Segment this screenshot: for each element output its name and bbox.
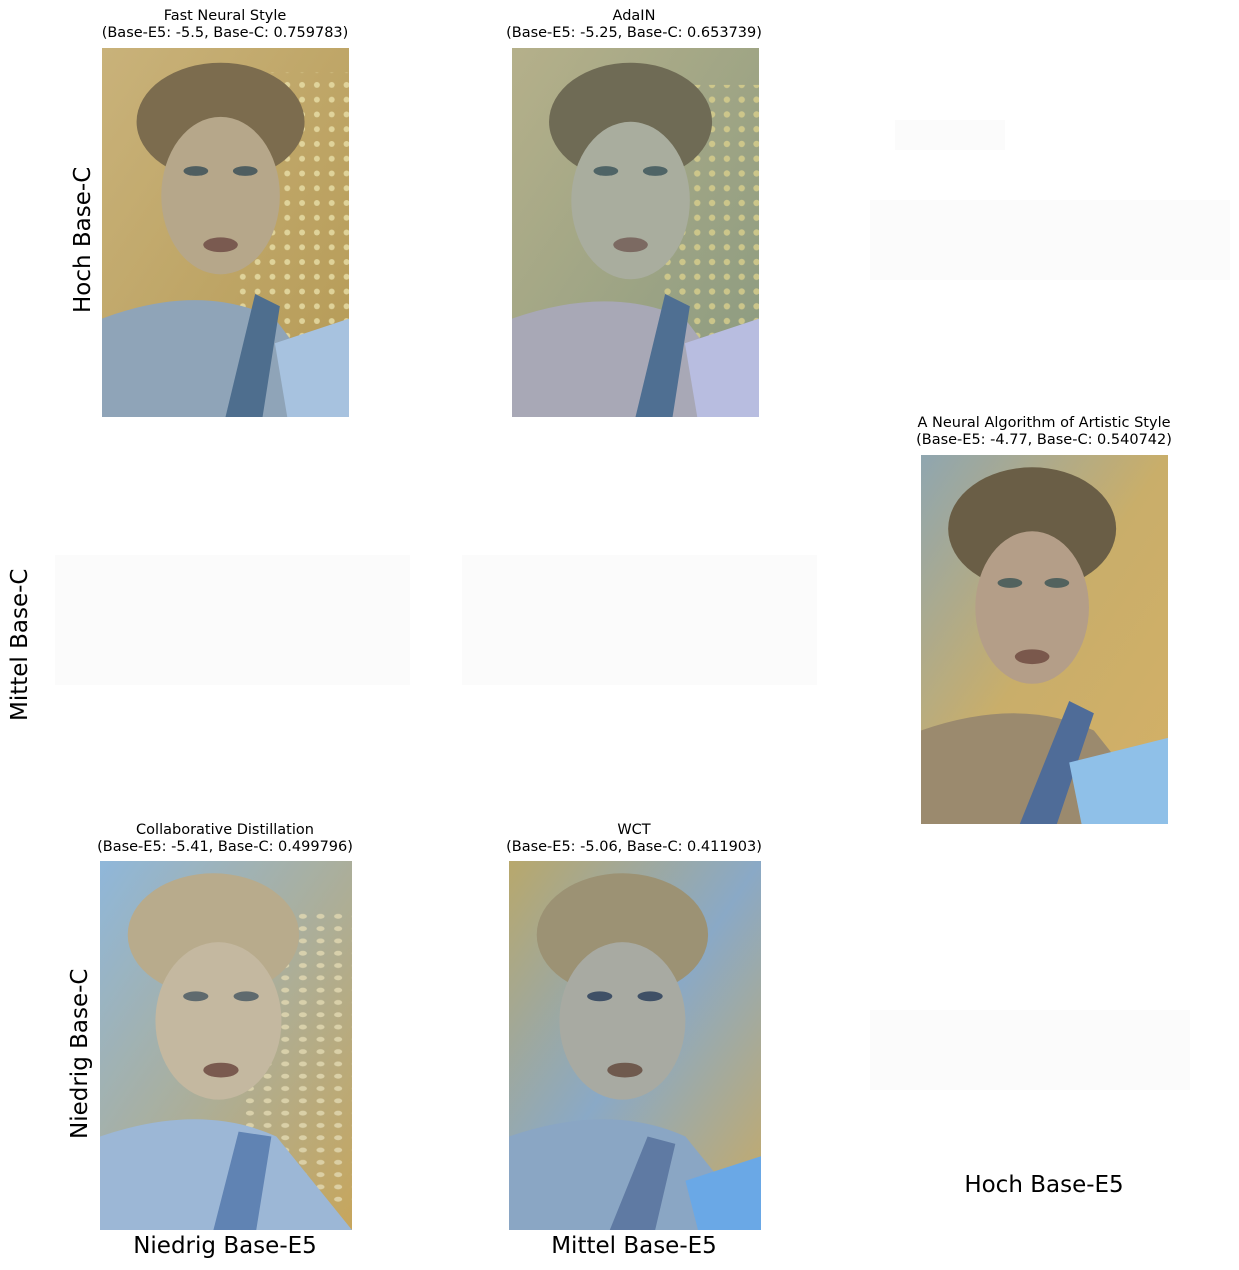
stylized-portrait-wct [509, 861, 761, 1230]
column-label-high-base-e5: Hoch Base-E5 [964, 1172, 1124, 1198]
row-label-high-base-c: Hoch Base-C [70, 166, 96, 313]
empty-cell-ghost [870, 200, 1230, 280]
row-label-medium-base-c: Mittel Base-C [7, 568, 33, 722]
column-label-medium-base-e5: Mittel Base-E5 [551, 1233, 717, 1259]
empty-cell-ghost [55, 555, 410, 685]
stylized-portrait-fast-neural-style [102, 48, 349, 417]
column-label-low-base-e5: Niedrig Base-E5 [133, 1233, 317, 1259]
stylized-portrait-adain [512, 48, 759, 417]
panel-title-neural-algorithm: A Neural Algorithm of Artistic Style (Ba… [916, 415, 1172, 448]
empty-cell-ghost [462, 555, 817, 685]
panel-title-fast-neural-style: Fast Neural Style (Base-E5: -5.5, Base-C… [101, 8, 349, 41]
panel-title-collaborative-distillation: Collaborative Distillation (Base-E5: -5.… [97, 822, 353, 855]
stylized-portrait-collaborative-distillation [100, 861, 352, 1230]
row-label-low-base-c: Niedrig Base-C [67, 968, 93, 1139]
panel-title-adain: AdaIN (Base-E5: -5.25, Base-C: 0.653739) [506, 8, 762, 41]
empty-cell-ghost [895, 120, 1005, 150]
empty-cell-ghost [870, 1010, 1190, 1090]
panel-title-wct: WCT (Base-E5: -5.06, Base-C: 0.411903) [506, 822, 762, 855]
stylized-portrait-neural-algorithm [921, 455, 1168, 824]
